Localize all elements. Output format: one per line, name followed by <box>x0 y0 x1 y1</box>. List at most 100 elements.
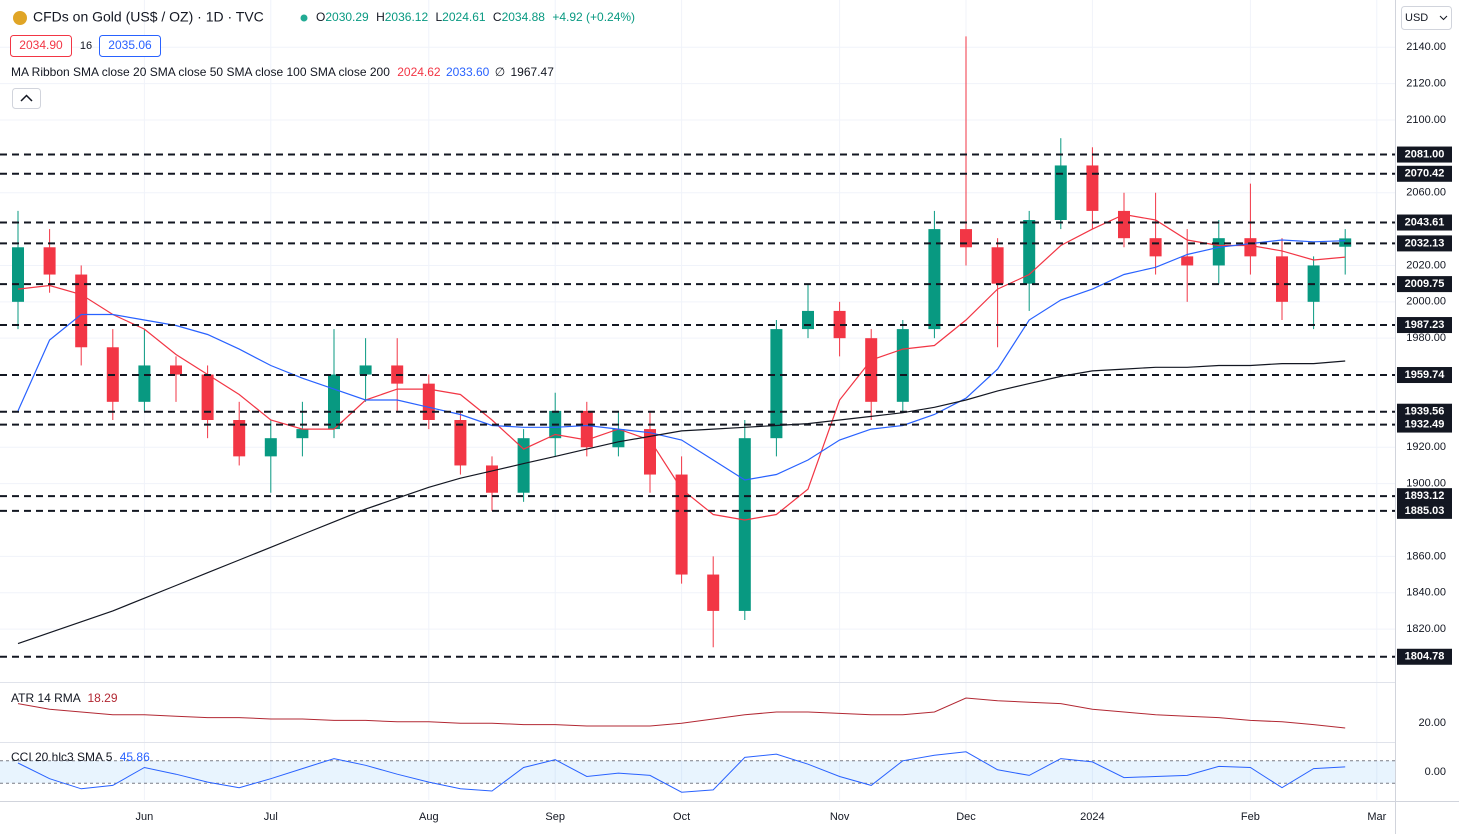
candle-body <box>201 374 214 420</box>
candle-body <box>517 438 530 493</box>
level-label: 1939.56 <box>1405 406 1445 418</box>
candle-body <box>707 574 720 611</box>
atr-title: ATR 14 RMA <box>11 691 81 705</box>
candle-body <box>233 420 246 457</box>
level-label: 1885.03 <box>1405 505 1445 517</box>
candle-body <box>328 374 340 430</box>
candle-body <box>580 410 593 448</box>
ohlc-value: 2034.88 <box>502 10 546 24</box>
candle-body <box>1212 238 1225 266</box>
level-label-box <box>1397 502 1452 519</box>
symbol-icon <box>13 11 27 25</box>
level-label-box <box>1397 146 1452 163</box>
level-label: 1959.74 <box>1405 369 1446 381</box>
currency: USD <box>1405 12 1428 24</box>
y-tick-label: 2060.00 <box>1406 187 1446 199</box>
x-tick-label: Oct <box>673 811 690 823</box>
x-tick-label: 2024 <box>1080 811 1104 823</box>
ma-readout: 2024.62 <box>397 65 441 79</box>
candle-body <box>138 365 151 402</box>
level-label: 2032.13 <box>1405 237 1445 249</box>
ma-readout: 1967.47 <box>510 65 554 79</box>
candle-body <box>1118 210 1130 239</box>
buy-button[interactable] <box>99 35 161 57</box>
ohlc-readout: O2030.29 H2036.12 L2024.61 C2034.88 +4.9… <box>316 10 635 24</box>
y-tick-label: 2100.00 <box>1406 114 1446 126</box>
dropdown-icon <box>1439 15 1448 21</box>
y-tick-label: 1860.00 <box>1406 550 1446 562</box>
y-tick-label: 2120.00 <box>1406 78 1446 90</box>
ma-readout: 2033.60 <box>446 65 490 79</box>
level-label-box <box>1397 317 1452 334</box>
collapse-button[interactable] <box>12 88 41 109</box>
cci-legend: CCI 20 hlc3 SMA 5 45.86 <box>11 750 150 764</box>
atr-readout: 18.29 <box>87 691 117 705</box>
candle-body <box>43 247 56 275</box>
candle-body <box>1276 256 1288 302</box>
candle-body <box>991 247 1004 284</box>
y-tick-label: 2000.00 <box>1406 296 1446 308</box>
atr-tick-label: 20.00 <box>1418 717 1446 729</box>
ohlc-label: H <box>376 10 385 24</box>
level-label: 2043.61 <box>1405 216 1445 228</box>
x-tick-label: Mar <box>1367 811 1386 823</box>
candle-body <box>170 365 182 375</box>
candle-body <box>928 229 941 330</box>
level-label: 2009.75 <box>1405 278 1445 290</box>
candle-body <box>896 329 909 402</box>
x-tick-label: Sep <box>545 811 565 823</box>
candle-body <box>675 474 688 575</box>
level-label: 2070.42 <box>1405 168 1445 180</box>
cci-band <box>0 760 1395 784</box>
candle-body <box>865 338 878 402</box>
cci-tick-label: 0.00 <box>1425 766 1446 778</box>
currency-button[interactable] <box>1401 6 1452 30</box>
spread: 16 <box>80 40 92 52</box>
ohlc-label: C <box>493 10 502 24</box>
candle-body <box>12 247 24 302</box>
cci-title: CCI 20 hlc3 SMA 5 <box>11 750 113 764</box>
plot-layer <box>0 36 1395 793</box>
ma-legend-title: MA Ribbon SMA close 20 SMA close 50 SMA … <box>11 65 390 79</box>
candle-body <box>1086 165 1099 211</box>
bid-price: 2034.90 <box>19 38 63 52</box>
y-tick-label: 1840.00 <box>1406 587 1446 599</box>
ohlc-label: L <box>435 10 442 24</box>
candle-body <box>802 310 814 330</box>
ohlc-value: 2036.12 <box>385 10 429 24</box>
level-label-box <box>1397 648 1452 665</box>
x-tick-label: Feb <box>1241 811 1260 823</box>
candle-body <box>612 429 625 448</box>
cci-readout: 45.86 <box>120 750 150 764</box>
candle-body <box>454 420 467 466</box>
symbol-title[interactable]: CFDs on Gold (US$ / OZ) · 1D · TVC <box>33 9 264 25</box>
ohlc-label: O <box>316 10 325 24</box>
ohlc-value: 2030.29 <box>325 10 369 24</box>
moving-average <box>17 360 1346 645</box>
ask-price: 2035.06 <box>108 38 152 52</box>
level-label-box <box>1397 214 1452 231</box>
level-label-box <box>1397 276 1452 293</box>
candle-body <box>264 438 277 457</box>
candle-body <box>1149 238 1162 257</box>
level-label-box <box>1397 367 1452 384</box>
sell-button[interactable] <box>10 35 72 57</box>
candle-body <box>486 465 498 493</box>
moving-average <box>17 239 1346 481</box>
candle-body <box>1181 256 1194 266</box>
candle-body <box>960 229 972 248</box>
candle-body <box>1023 220 1036 284</box>
y-tick-label: 2140.00 <box>1406 41 1446 53</box>
ohlc-value: 2024.61 <box>442 10 486 24</box>
level-label: 2081.00 <box>1405 148 1445 160</box>
ma-readout: ∅ <box>495 65 505 79</box>
candle-body <box>833 310 846 339</box>
y-tick-label: 1920.00 <box>1406 441 1446 453</box>
candle-body <box>1054 165 1067 220</box>
candle-body <box>770 329 783 439</box>
candle-body <box>296 429 309 439</box>
market-status <box>300 14 308 22</box>
ma-legend: MA Ribbon SMA close 20 SMA close 50 SMA … <box>11 65 554 79</box>
